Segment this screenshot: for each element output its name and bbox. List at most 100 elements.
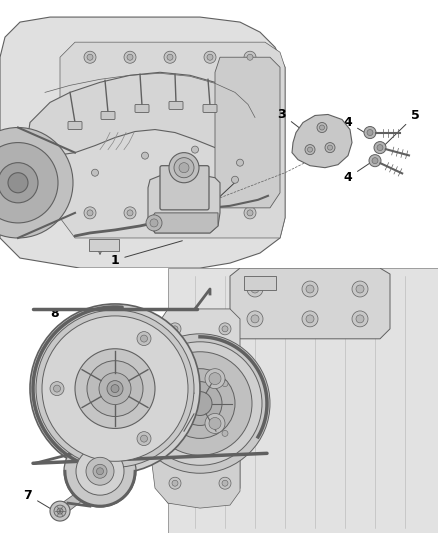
Circle shape [209, 373, 221, 385]
Circle shape [219, 378, 231, 390]
Circle shape [42, 316, 188, 461]
FancyBboxPatch shape [169, 101, 183, 109]
Text: 4: 4 [344, 116, 366, 133]
Circle shape [165, 369, 235, 438]
Circle shape [53, 385, 60, 392]
Circle shape [75, 349, 155, 429]
Circle shape [367, 130, 373, 135]
Circle shape [124, 51, 136, 63]
Circle shape [0, 127, 73, 238]
Circle shape [356, 315, 364, 323]
Circle shape [328, 145, 332, 150]
Polygon shape [196, 358, 238, 446]
Polygon shape [292, 115, 352, 168]
Circle shape [169, 378, 181, 390]
Circle shape [352, 281, 368, 297]
Circle shape [207, 210, 213, 216]
Circle shape [86, 457, 114, 485]
Circle shape [251, 285, 259, 293]
Polygon shape [55, 479, 105, 514]
Circle shape [307, 147, 312, 152]
Circle shape [76, 447, 124, 495]
Text: 5: 5 [382, 109, 419, 148]
Circle shape [306, 315, 314, 323]
Circle shape [377, 144, 383, 151]
Circle shape [209, 417, 221, 430]
Circle shape [127, 54, 133, 60]
Polygon shape [60, 42, 285, 238]
Polygon shape [150, 213, 218, 233]
Circle shape [174, 158, 194, 177]
Circle shape [141, 152, 148, 159]
Circle shape [219, 323, 231, 335]
Circle shape [205, 414, 225, 433]
Circle shape [172, 431, 178, 437]
Circle shape [372, 158, 378, 164]
Circle shape [124, 207, 136, 219]
Circle shape [64, 435, 136, 507]
Circle shape [50, 382, 64, 395]
Circle shape [222, 381, 228, 386]
Circle shape [137, 432, 151, 446]
Circle shape [92, 169, 99, 176]
Circle shape [96, 468, 103, 475]
Text: 7: 7 [24, 489, 56, 512]
Circle shape [127, 210, 133, 216]
Circle shape [369, 155, 381, 167]
Text: 1: 1 [111, 241, 182, 266]
FancyBboxPatch shape [68, 122, 82, 130]
Circle shape [356, 285, 364, 293]
Circle shape [317, 123, 327, 133]
Circle shape [219, 427, 231, 439]
Circle shape [204, 51, 216, 63]
Circle shape [84, 207, 96, 219]
Circle shape [247, 281, 263, 297]
Circle shape [167, 210, 173, 216]
Circle shape [54, 505, 66, 517]
Circle shape [364, 126, 376, 139]
Circle shape [138, 342, 262, 465]
Circle shape [172, 326, 178, 332]
FancyBboxPatch shape [203, 104, 217, 112]
Circle shape [319, 125, 325, 130]
Circle shape [302, 281, 318, 297]
Circle shape [167, 54, 173, 60]
Circle shape [107, 381, 123, 397]
Text: 4: 4 [344, 161, 373, 184]
Circle shape [306, 285, 314, 293]
FancyBboxPatch shape [135, 104, 149, 112]
FancyBboxPatch shape [89, 239, 119, 251]
Circle shape [247, 311, 263, 327]
Polygon shape [168, 268, 438, 533]
Text: 3: 3 [278, 108, 310, 136]
Circle shape [237, 159, 244, 166]
Circle shape [169, 477, 181, 489]
Polygon shape [0, 17, 285, 268]
Circle shape [164, 51, 176, 63]
Circle shape [178, 382, 222, 425]
Circle shape [172, 480, 178, 486]
Circle shape [179, 163, 189, 173]
Circle shape [169, 427, 181, 439]
FancyBboxPatch shape [244, 276, 276, 290]
Circle shape [244, 51, 256, 63]
Circle shape [130, 334, 270, 473]
Circle shape [137, 332, 151, 345]
Circle shape [36, 310, 194, 467]
Circle shape [111, 385, 119, 393]
Polygon shape [150, 352, 240, 508]
Polygon shape [158, 309, 240, 503]
Circle shape [164, 207, 176, 219]
Circle shape [84, 51, 96, 63]
Circle shape [8, 173, 28, 193]
Circle shape [352, 311, 368, 327]
Polygon shape [28, 72, 260, 156]
Circle shape [325, 143, 335, 152]
Circle shape [146, 215, 162, 231]
Text: 2: 2 [205, 180, 238, 212]
Circle shape [150, 219, 158, 227]
Circle shape [244, 207, 256, 219]
Circle shape [172, 381, 178, 386]
Circle shape [247, 210, 253, 216]
Circle shape [169, 323, 181, 335]
